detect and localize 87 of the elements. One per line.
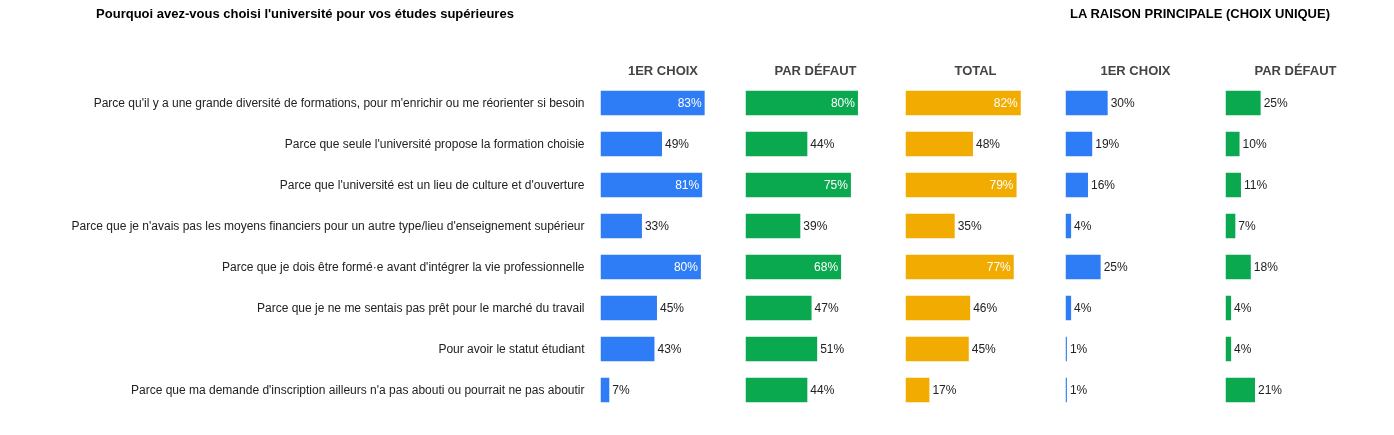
bar bbox=[905, 172, 1017, 198]
bar bbox=[1065, 90, 1108, 116]
data-label: 75% bbox=[823, 178, 849, 192]
bar bbox=[745, 213, 801, 239]
y-tick-label: Parce qu'il y a une grande diversité de formations, pour m'enrichir ou me réorienter si besoin bbox=[93, 96, 585, 110]
bar bbox=[1065, 254, 1101, 280]
bar bbox=[745, 295, 812, 321]
data-label: 7% bbox=[1238, 219, 1257, 233]
chart-title: PAR DÉFAUT bbox=[774, 62, 857, 78]
bar bbox=[600, 90, 705, 116]
bar bbox=[745, 377, 808, 403]
data-label: 25% bbox=[1263, 96, 1288, 110]
data-label: 44% bbox=[810, 137, 835, 151]
text: PAR DÉFAUT bbox=[1254, 62, 1337, 78]
data-label: 44% bbox=[810, 383, 835, 397]
bar bbox=[905, 295, 971, 321]
data-label: 49% bbox=[665, 137, 690, 151]
bar bbox=[600, 213, 642, 239]
bar bbox=[905, 254, 1014, 280]
bar bbox=[745, 90, 858, 116]
y-tick-label: Parce que je dois être formé·e avant d'intégrer la vie professionnelle bbox=[222, 260, 585, 274]
bar bbox=[1225, 377, 1256, 403]
chart-subtitle: 1ER CHOIX bbox=[627, 62, 699, 78]
data-label: 77% bbox=[986, 260, 1012, 274]
data-label: 4% bbox=[1074, 301, 1092, 315]
data-label: 83% bbox=[677, 96, 702, 110]
bar bbox=[905, 377, 930, 403]
data-label: 11% bbox=[1243, 178, 1268, 192]
bar bbox=[745, 172, 851, 198]
bar bbox=[1225, 254, 1251, 280]
data-label: 7% bbox=[612, 383, 630, 397]
data-label: 1% bbox=[1069, 383, 1088, 397]
data-label: 17% bbox=[932, 383, 957, 397]
bar bbox=[905, 336, 969, 362]
bar bbox=[745, 336, 818, 362]
data-label: 68% bbox=[814, 260, 839, 274]
bar bbox=[1225, 172, 1241, 198]
y-tick-label: Pour avoir le statut étudiant bbox=[438, 342, 586, 356]
bar bbox=[905, 213, 955, 239]
bar bbox=[905, 131, 973, 157]
bar bbox=[1225, 90, 1261, 116]
text: 1ER CHOIX bbox=[1100, 62, 1171, 78]
data-label: 19% bbox=[1095, 137, 1120, 151]
bar bbox=[600, 295, 657, 321]
bar bbox=[1065, 131, 1093, 157]
data-label: 4% bbox=[1074, 219, 1092, 233]
data-label: 18% bbox=[1253, 260, 1279, 274]
data-label: 45% bbox=[971, 342, 997, 356]
data-label: 48% bbox=[975, 137, 1001, 151]
data-label: 47% bbox=[814, 301, 839, 315]
text: LA RAISON PRINCIPALE (CHOIX UNIQUE) bbox=[1069, 5, 1331, 23]
bar bbox=[600, 172, 703, 198]
y-tick-label: Parce que l'université est un lieu de culture et d'ouverture bbox=[279, 178, 585, 192]
y-tick-label: Parce que je n'avais pas les moyens financiers pour un autre type/lieu d'enseignement supérieur bbox=[71, 219, 585, 233]
data-label: 46% bbox=[973, 301, 998, 315]
data-label: 10% bbox=[1242, 137, 1267, 151]
bar bbox=[600, 336, 655, 362]
data-label: 30% bbox=[1110, 96, 1136, 110]
data-label: 39% bbox=[803, 219, 828, 233]
data-label: 1% bbox=[1069, 342, 1088, 356]
data-label: 80% bbox=[673, 260, 699, 274]
data-label: 33% bbox=[644, 219, 670, 233]
data-label: 82% bbox=[993, 96, 1019, 110]
data-label: 51% bbox=[820, 342, 845, 356]
bar bbox=[1065, 172, 1088, 198]
data-label: 25% bbox=[1103, 260, 1128, 274]
y-tick-label: Parce que je ne me sentais pas prêt pour le marché du travail bbox=[256, 301, 585, 315]
data-label: 16% bbox=[1090, 178, 1116, 192]
text: Pourquoi avez-vous choisi l'université pour vos études supérieures bbox=[95, 5, 515, 23]
bar bbox=[745, 131, 808, 157]
data-label: 4% bbox=[1234, 301, 1252, 315]
data-label: 43% bbox=[657, 342, 682, 356]
data-label: 35% bbox=[957, 219, 983, 233]
bar bbox=[1225, 131, 1240, 157]
bar bbox=[600, 131, 662, 157]
bar bbox=[745, 254, 842, 280]
data-label: 79% bbox=[989, 178, 1014, 192]
chart-title: TOTAL bbox=[954, 62, 997, 78]
bar bbox=[600, 254, 701, 280]
data-label: 80% bbox=[830, 96, 856, 110]
data-label: 81% bbox=[675, 178, 700, 192]
y-tick-label: Parce que seule l'université propose la formation choisie bbox=[284, 137, 585, 151]
data-label: 4% bbox=[1234, 342, 1252, 356]
y-tick-label: Parce que ma demande d'inscription ailleurs n'a pas abouti ou pourrait ne pas aboutir bbox=[130, 383, 585, 397]
data-label: 21% bbox=[1258, 383, 1283, 397]
bar bbox=[905, 90, 1021, 116]
data-label: 45% bbox=[659, 301, 685, 315]
